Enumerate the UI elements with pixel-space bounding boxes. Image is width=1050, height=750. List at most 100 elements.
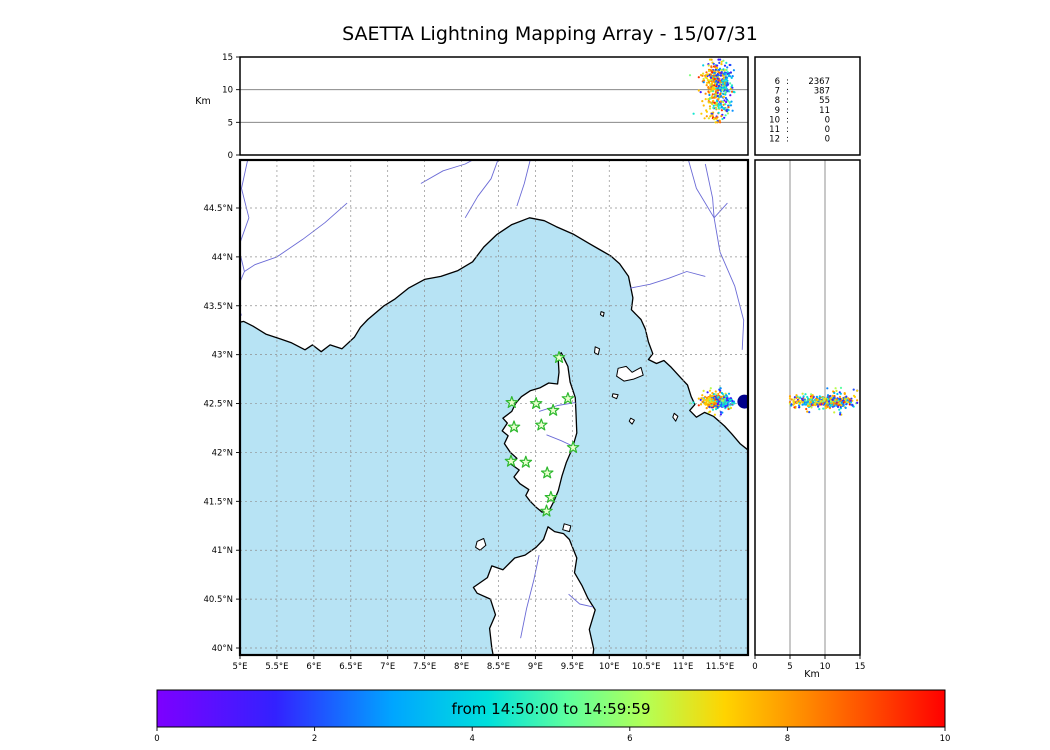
river	[538, 402, 576, 412]
lightning-point	[731, 109, 734, 112]
km-axis-label: Km	[804, 669, 819, 680]
lightning-point	[727, 407, 730, 411]
lightning-point	[717, 400, 721, 403]
lightning-point	[839, 405, 842, 408]
lightning-point	[853, 395, 857, 398]
lightning-point	[717, 111, 720, 114]
lightning-point	[730, 76, 733, 79]
lightning-point	[719, 121, 722, 124]
lightning-point	[722, 103, 725, 106]
station-number: 12	[769, 135, 780, 145]
island-coast	[628, 417, 635, 425]
lightning-point	[711, 408, 715, 411]
lightning-point	[835, 389, 838, 392]
lightning-point	[722, 79, 725, 82]
lightning-point	[727, 397, 730, 401]
river	[704, 163, 715, 218]
lightning-point	[708, 410, 712, 413]
lightning-point	[707, 64, 710, 67]
lightning-point	[711, 404, 714, 407]
alt-tick-label: 10	[820, 662, 831, 672]
lightning-point	[711, 86, 714, 89]
lightning-point	[720, 72, 723, 75]
lightning-point	[719, 74, 723, 77]
lightning-point	[712, 74, 715, 77]
lightning-point	[727, 106, 730, 109]
lightning-point	[704, 398, 707, 401]
lightning-point	[829, 398, 832, 401]
lightning-point	[692, 401, 695, 404]
lightning-point	[715, 67, 718, 70]
lightning-point	[705, 396, 708, 399]
lat-tick-label: 40°N	[212, 644, 233, 654]
river	[713, 202, 728, 219]
map-panel: 5°E 5.5°E 6°E 6.5°E 7°E 7.5°E 8°E 8.5°E 9°E 9.5°E…	[203, 158, 750, 672]
lightning-point	[712, 104, 715, 107]
lightning-point	[716, 91, 719, 94]
lightning-point	[831, 398, 834, 401]
lightning-point	[723, 400, 726, 403]
colorbar-tick-label: 4	[469, 734, 474, 744]
colorbar-tick-label: 2	[312, 734, 317, 744]
lightning-point	[725, 68, 728, 72]
lightning-point	[709, 76, 713, 79]
lightning-point	[827, 400, 831, 403]
lightning-point	[821, 402, 825, 405]
lightning-point	[721, 89, 724, 92]
lightning-point	[714, 90, 717, 93]
lightning-point	[700, 112, 703, 115]
lightning-point	[718, 67, 722, 70]
lightning-point	[729, 94, 732, 97]
lightning-scatter-alt-lat	[788, 386, 859, 416]
lightning-point	[714, 68, 717, 71]
lightning-point	[721, 92, 724, 95]
lightning-point	[714, 121, 718, 124]
lightning-point	[705, 407, 708, 410]
lightning-point	[719, 413, 723, 416]
lightning-scatter-map	[688, 386, 736, 416]
lightning-point	[707, 87, 710, 90]
large-sensor-dot	[737, 394, 748, 409]
lightning-point	[702, 64, 705, 67]
lightning-point	[725, 61, 728, 64]
lat-tick-label: 42.5°N	[203, 400, 233, 410]
lma-stations	[504, 351, 580, 517]
lightning-point	[715, 83, 719, 86]
lightning-point	[712, 106, 715, 109]
lightning-point	[724, 93, 727, 96]
lightning-point	[705, 401, 708, 404]
lightning-point	[720, 60, 723, 63]
lightning-point	[790, 403, 793, 406]
lightning-point	[845, 395, 848, 398]
lightning-point	[835, 402, 838, 405]
lightning-point	[808, 411, 811, 414]
lightning-point	[708, 107, 712, 110]
lightning-point	[702, 81, 705, 84]
lightning-point	[733, 402, 736, 405]
lightning-point	[719, 93, 722, 96]
lightning-point	[729, 82, 732, 85]
lightning-point	[730, 100, 733, 103]
lightning-point	[804, 399, 807, 402]
lightning-point	[806, 395, 809, 399]
lon-tick-label: 5.5°E	[265, 662, 288, 672]
station-star	[529, 397, 543, 409]
lon-tick-label: 7.5°E	[413, 662, 436, 672]
lightning-point	[802, 395, 805, 398]
lat-tick-label: 44.5°N	[203, 204, 233, 214]
alt-tick-label: 15	[222, 53, 233, 63]
lightning-point	[804, 393, 807, 396]
colorbar: 0 2 4 6 8 10	[154, 689, 950, 744]
island-coast	[562, 523, 572, 533]
lon-tick-label: 10°E	[599, 662, 619, 672]
lightning-point	[701, 74, 704, 77]
lightning-point	[713, 96, 716, 99]
island-coast	[594, 346, 601, 356]
lightning-point	[730, 402, 734, 405]
lightning-point	[856, 401, 859, 404]
lightning-point	[718, 61, 721, 64]
lightning-point	[688, 402, 692, 405]
